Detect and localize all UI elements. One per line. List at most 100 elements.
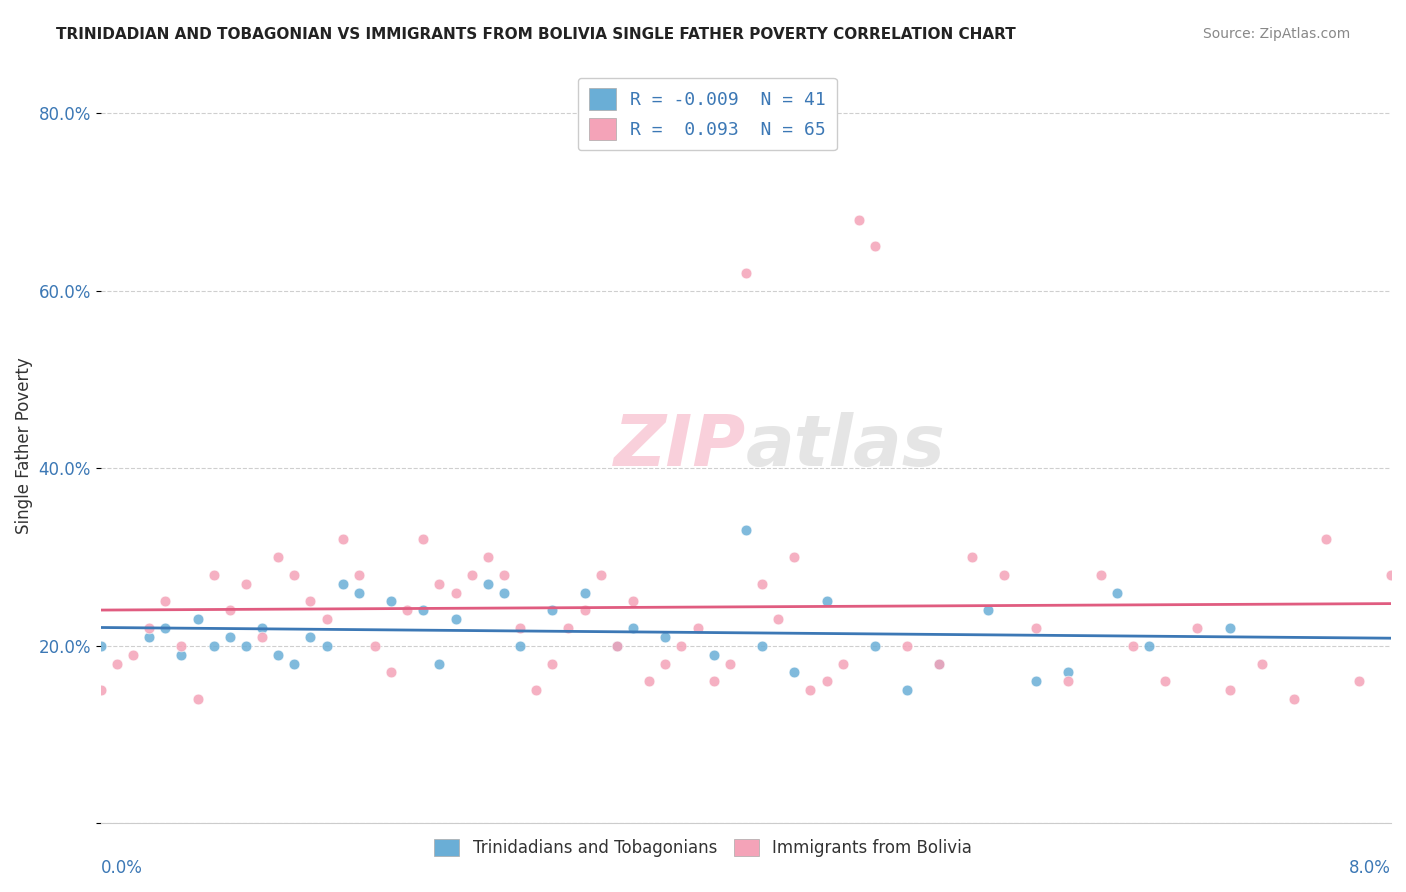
Point: [1057, 674, 1080, 689]
Point: [1154, 674, 1177, 689]
Point: [477, 549, 499, 564]
Text: 8.0%: 8.0%: [1350, 859, 1391, 877]
Point: [1219, 683, 1241, 698]
Point: [557, 621, 579, 635]
Point: [751, 576, 773, 591]
Point: [477, 576, 499, 591]
Point: [960, 549, 983, 564]
Point: [332, 576, 354, 591]
Point: [380, 594, 402, 608]
Point: [621, 621, 644, 635]
Point: [429, 657, 451, 671]
Point: [751, 639, 773, 653]
Point: [1057, 665, 1080, 680]
Point: [444, 612, 467, 626]
Point: [155, 594, 177, 608]
Point: [187, 692, 209, 706]
Point: [492, 567, 515, 582]
Point: [170, 639, 193, 653]
Point: [896, 639, 918, 653]
Y-axis label: Single Father Poverty: Single Father Poverty: [15, 358, 32, 534]
Point: [1251, 657, 1274, 671]
Point: [492, 585, 515, 599]
Text: 0.0%: 0.0%: [101, 859, 142, 877]
Point: [364, 639, 387, 653]
Point: [815, 674, 838, 689]
Point: [654, 657, 676, 671]
Point: [735, 266, 758, 280]
Point: [155, 621, 177, 635]
Point: [105, 657, 128, 671]
Point: [718, 657, 741, 671]
Point: [299, 630, 322, 644]
Point: [332, 533, 354, 547]
Point: [671, 639, 693, 653]
Point: [122, 648, 145, 662]
Point: [396, 603, 419, 617]
Point: [138, 630, 160, 644]
Point: [1187, 621, 1209, 635]
Point: [218, 603, 240, 617]
Point: [541, 603, 564, 617]
Point: [735, 524, 758, 538]
Point: [1379, 567, 1402, 582]
Point: [638, 674, 661, 689]
Point: [235, 639, 257, 653]
Point: [1219, 621, 1241, 635]
Point: [444, 585, 467, 599]
Point: [703, 674, 725, 689]
Point: [783, 665, 806, 680]
Point: [831, 657, 853, 671]
Point: [686, 621, 709, 635]
Point: [187, 612, 209, 626]
Point: [606, 639, 628, 653]
Legend: R = -0.009  N = 41, R =  0.093  N = 65: R = -0.009 N = 41, R = 0.093 N = 65: [578, 78, 837, 151]
Point: [799, 683, 821, 698]
Point: [235, 576, 257, 591]
Legend: Trinidadians and Tobagonians, Immigrants from Bolivia: Trinidadians and Tobagonians, Immigrants…: [426, 831, 980, 866]
Point: [621, 594, 644, 608]
Point: [250, 630, 273, 644]
Point: [541, 657, 564, 671]
Point: [606, 639, 628, 653]
Point: [412, 533, 434, 547]
Point: [1315, 533, 1337, 547]
Point: [170, 648, 193, 662]
Text: ZIP: ZIP: [613, 411, 747, 481]
Point: [315, 639, 337, 653]
Point: [928, 657, 950, 671]
Text: Source: ZipAtlas.com: Source: ZipAtlas.com: [1202, 27, 1350, 41]
Point: [202, 567, 225, 582]
Point: [928, 657, 950, 671]
Point: [267, 648, 290, 662]
Point: [429, 576, 451, 591]
Point: [283, 657, 305, 671]
Point: [1284, 692, 1306, 706]
Point: [977, 603, 1000, 617]
Point: [589, 567, 612, 582]
Point: [863, 239, 886, 253]
Point: [461, 567, 484, 582]
Point: [574, 603, 596, 617]
Point: [315, 612, 337, 626]
Point: [1090, 567, 1112, 582]
Point: [250, 621, 273, 635]
Point: [509, 639, 531, 653]
Point: [815, 594, 838, 608]
Point: [412, 603, 434, 617]
Point: [347, 585, 370, 599]
Point: [848, 212, 870, 227]
Point: [509, 621, 531, 635]
Point: [299, 594, 322, 608]
Point: [766, 612, 789, 626]
Point: [90, 683, 112, 698]
Point: [202, 639, 225, 653]
Point: [703, 648, 725, 662]
Point: [283, 567, 305, 582]
Point: [783, 549, 806, 564]
Point: [1025, 621, 1047, 635]
Point: [1122, 639, 1144, 653]
Point: [1105, 585, 1128, 599]
Point: [896, 683, 918, 698]
Point: [654, 630, 676, 644]
